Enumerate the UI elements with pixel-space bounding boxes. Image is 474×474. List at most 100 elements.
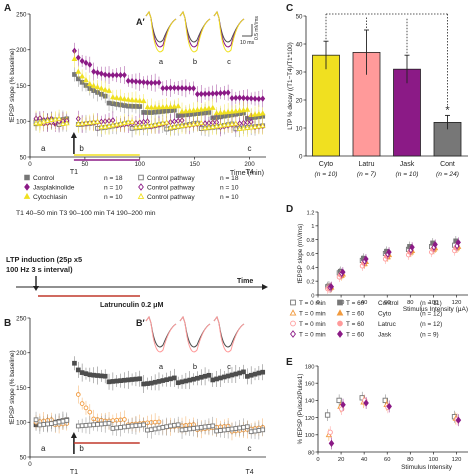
y-tick-label: 160 [305,382,315,388]
data-point [236,107,243,113]
data-point [56,115,62,121]
legend-group: Cyto [378,311,392,318]
data-point [79,370,85,375]
data-point [56,419,62,425]
y-axis-label: LTP % decay ((T1−T4)/T1*100) [287,42,294,129]
data-point [179,84,185,92]
data-point [328,439,335,447]
data-point [94,84,101,90]
x-axis-label: Stimulus Intensity [401,464,453,471]
data-point [75,120,82,126]
legend-n: n = 10 [220,185,239,192]
category-label: Cyto [319,161,334,168]
data-point [179,108,185,114]
data-point [140,123,147,129]
inset-letter: b [193,57,197,66]
data-point [71,55,78,62]
data-point [324,412,331,418]
data-point [75,392,81,397]
legend-t0: T = 0 min [299,311,326,318]
data-point [328,283,335,291]
data-point [225,121,231,127]
data-point [156,104,162,110]
data-point [106,379,112,385]
data-point [75,367,81,373]
data-point [113,94,120,100]
scale-bar-time: 10 ms [240,40,255,46]
y-tick-label: 100 [16,119,27,126]
data-point [214,428,219,434]
data-point [110,94,116,100]
data-point [137,376,143,382]
data-point [83,119,89,126]
y-tick-label: 0.6 [306,252,314,258]
data-point [117,120,124,126]
data-point [206,424,212,429]
data-point [229,426,235,432]
data-point [386,402,392,411]
data-point [186,121,193,127]
x-axis-label: Time (min) [230,168,264,177]
legend-marker-t60 [337,320,343,327]
data-point [141,79,147,86]
panel-label-e: E [286,357,293,368]
data-point [152,121,158,127]
data-point [87,61,93,68]
data-point [40,118,47,124]
legend-t60: T = 60 [346,300,365,307]
epsp-trace [213,10,245,53]
data-point [179,122,185,128]
time-marker-t4: T4 [245,469,253,474]
data-point [144,79,150,86]
time-marker-t4: T4 [245,169,253,176]
y-tick-label: 1.2 [306,210,314,216]
legend-n: n = 18 [220,175,239,182]
data-point [121,95,128,102]
inset-letter: b [193,362,197,371]
data-point [191,376,196,382]
data-point [336,397,342,404]
data-point [244,106,251,112]
timeline-arrowhead [262,284,268,290]
panel-d: D00.20.40.60.811.2020406080100120fEPSP s… [286,204,468,339]
x-tick-label: 20 [338,457,344,463]
y-tick-label: 1 [311,224,314,230]
y-tick-label: 0.2 [306,279,314,285]
x-tick-label: 0 [316,457,319,463]
data-point [202,424,208,430]
data-point [91,68,97,75]
data-point [209,123,216,129]
data-point [141,381,146,387]
data-point [248,95,254,102]
data-point [206,124,212,130]
data-point [125,424,131,429]
data-point [256,370,262,376]
data-point [164,84,170,92]
inset-letter: a [159,362,164,371]
time-marker-t1: T1 [70,469,78,474]
data-point [214,90,220,97]
data-point [48,116,55,123]
y-tick-label: 50 [20,154,27,161]
legend-n: (n = 11) [420,300,442,307]
data-point [218,428,223,433]
legend-marker [24,183,30,191]
x-tick-label: 0 [316,300,319,306]
data-point [102,421,108,427]
data-point [79,57,85,65]
data-point [187,377,193,383]
data-point [129,96,135,103]
legend-marker [23,192,31,199]
data-point [259,122,266,128]
data-point [45,421,50,427]
data-point [221,122,228,128]
data-point [133,78,139,85]
data-point [179,427,185,433]
drug-label: Latrunculin 0.2 μM [100,300,164,309]
data-point [327,429,333,435]
data-point [133,124,139,130]
data-point [248,429,254,435]
data-point [229,94,235,102]
legend-t0: T = 0 min [299,300,326,307]
